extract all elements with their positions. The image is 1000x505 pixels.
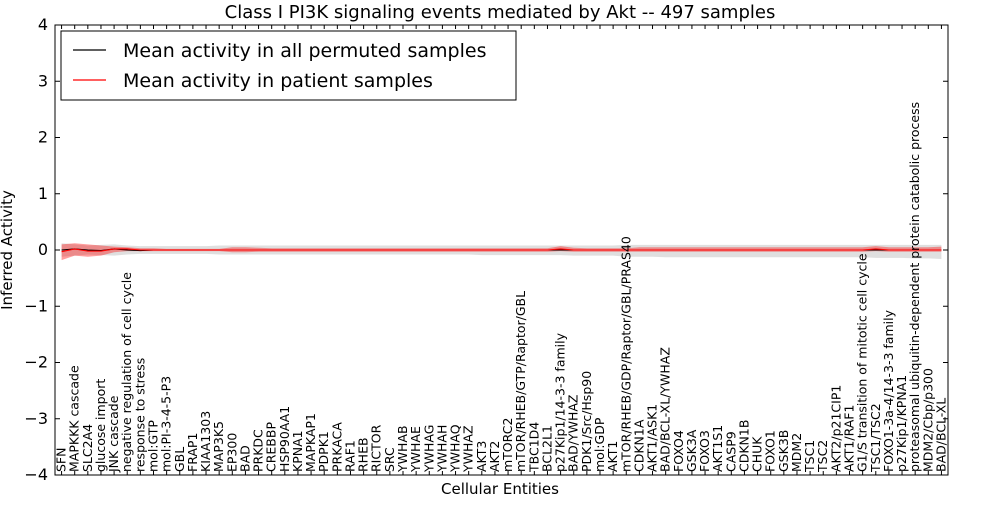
x-axis-ticks [61,25,942,475]
x-category-label: MAPKKK cascade [67,365,82,472]
x-category-label: p27Kip1/14-3-3 family [553,332,568,472]
x-category-label: PDPK1 [316,431,331,472]
x-category-label: response to stress [132,358,147,472]
x-category-label: RHEB [356,437,371,472]
x-category-label: KPNA1 [290,430,305,472]
x-category-label: BAD [237,445,252,472]
x-category-label: mTOR/RHEB/GTP/Raptor/GBL [513,291,528,472]
y-tick-label: 1 [38,184,48,203]
x-category-label: TBC1D4 [526,422,541,473]
legend-box [60,30,517,101]
x-category-label: proteasomal ubiquitin-dependent protein … [907,102,922,472]
band-permuted [61,243,942,259]
x-category-label: TSC2 [815,440,830,473]
x-category-label: FOXO1-3a-4/14-3-3 family [881,309,896,472]
x-category-label: mol:GTP [146,420,161,472]
y-tick-label: −2 [24,353,48,372]
x-category-label: AKT3 [474,441,489,472]
x-category-label: RICTOR [369,424,384,472]
y-axis-label: Inferred Activity [0,190,16,310]
x-axis-label: Cellular Entities [441,480,559,498]
x-category-label: mTOR/RHEB/GDP/Raptor/GBL/PRAS40 [618,236,633,472]
x-category-label: TSC1/TSC2 [868,403,883,473]
y-tick-label: 4 [38,15,48,34]
x-category-label: AKT2/p21CIP1 [828,385,843,472]
x-category-label: SFN [54,448,69,472]
x-category-label: YWHAH [434,425,449,473]
x-category-label: YWHAB [395,425,410,473]
x-category-label: AKT1/RAF1 [842,405,857,472]
x-category-label: FOXO1 [763,430,778,472]
x-category-label: SRC [382,447,397,472]
x-category-label: GBL [172,447,187,472]
x-category-label: TSC1 [802,440,817,473]
x-category-label: FOXO4 [671,430,686,472]
x-category-label: mTORC2 [500,418,515,472]
legend-label-permuted: Mean activity in all permuted samples [123,40,486,62]
x-category-label: PRKDC [251,429,266,472]
confidence-bands [61,243,942,261]
x-category-label: MAP3K5 [211,421,226,472]
x-category-label: negative regulation of cell cycle [119,272,134,472]
x-category-label: BCL2L1 [540,425,555,472]
x-category-label: AKT1/ASK1 [645,404,660,472]
series-lines [61,248,942,253]
x-category-label: AKT1S1 [710,425,725,472]
x-category-label: CDKN1B [736,420,751,472]
line-patient [61,248,942,253]
x-category-label: BAD/BCL-XL/YWHAZ [658,347,673,472]
x-category-label: HSP90AA1 [277,406,292,472]
x-category-label: EP300 [224,433,239,472]
band-patient [61,243,942,261]
plot-frame [54,24,949,476]
x-category-label: JNK cascade [106,395,121,473]
y-tick-label: −3 [24,409,48,428]
y-axis-ticks: −4 −3 −2 −1 0 1 2 3 4 [24,15,948,484]
x-category-label: mol:PI-3-4-5-P3 [159,376,174,472]
x-category-label: PRKACA [329,422,344,472]
x-category-label: YWHAE [408,426,423,473]
y-tick-label: 3 [38,71,48,90]
x-category-label: RAF1 [343,440,358,472]
x-category-label: p27Kip1/KPNA1 [894,375,909,472]
x-category-label: BAD/BCL-XL [933,398,948,472]
x-category-label: CHUK [750,436,765,472]
x-category-label: mol:GDP [592,417,607,472]
x-category-label: BAD/YWHAZ [566,395,581,472]
chart-title: Class I PI3K signaling events mediated b… [225,2,776,23]
legend-label-patient: Mean activity in patient samples [123,70,433,92]
x-category-label: MDM2 [789,433,804,472]
x-category-label: YWHAQ [448,424,463,473]
y-tick-label: −1 [24,296,48,315]
x-category-label: AKT2 [487,441,502,472]
x-category-label: GSK3A [684,429,699,472]
x-category-label: MDM2/Cbp/p300 [920,368,935,472]
x-category-label: YWHAZ [461,425,476,473]
x-category-label: KIAA1303 [198,411,213,472]
x-category-label: G1/S transition of mitotic cell cycle [855,253,870,472]
x-category-label: YWHAG [421,425,436,473]
x-category-label: AKT1 [605,441,620,472]
x-category-label: CREBBP [264,422,279,472]
y-tick-label: −4 [24,465,48,484]
x-category-label: FRAP1 [185,433,200,472]
x-category-label: CDKN1A [631,419,646,472]
x-category-label: MAPKAP1 [303,413,318,472]
x-category-label: glucose import [93,379,108,472]
y-tick-label: 2 [38,128,48,147]
x-category-label: FOXO3 [697,430,712,472]
y-tick-label: 0 [38,240,48,259]
legend: Mean activity in all permuted samples Me… [60,30,517,101]
x-category-label: SLC2A4 [80,424,95,472]
x-category-label: GSK3B [776,430,791,472]
x-category-label: PDK1/Src/Hsp90 [579,371,594,472]
x-category-label: CASP9 [723,431,738,472]
